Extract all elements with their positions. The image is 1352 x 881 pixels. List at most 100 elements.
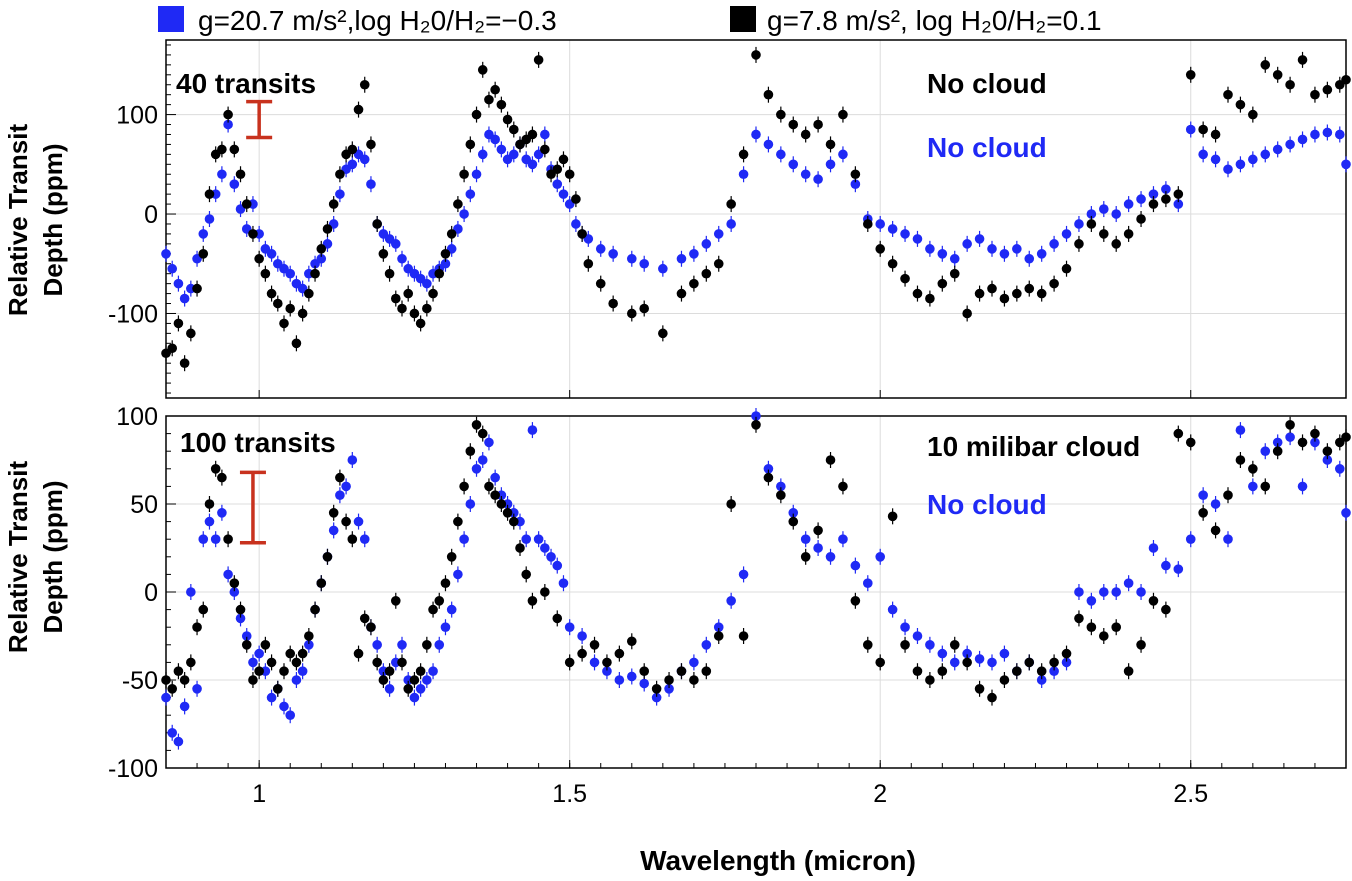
data-point-blue — [198, 229, 209, 239]
data-point-blue — [328, 525, 339, 536]
data-point-blue — [564, 622, 575, 632]
data-point-blue — [1086, 209, 1097, 219]
data-point-black — [974, 684, 985, 694]
data-point-black — [564, 657, 575, 668]
data-point-black — [415, 666, 426, 676]
data-point-black — [366, 622, 376, 632]
data-point-blue — [173, 278, 184, 289]
data-point-black — [1185, 437, 1196, 448]
data-point-black — [583, 258, 594, 269]
data-point-black — [477, 428, 488, 439]
data-point-black — [738, 631, 749, 641]
data-point-black — [850, 169, 861, 180]
data-point-black — [1111, 622, 1122, 632]
data-point-black — [204, 499, 215, 509]
data-point-blue — [465, 499, 476, 509]
data-point-blue — [359, 154, 370, 165]
data-point-black — [285, 648, 296, 659]
data-point-black — [272, 298, 283, 309]
data-point-black — [1136, 214, 1146, 224]
data-point-black — [322, 224, 333, 234]
data-point-blue — [1024, 253, 1035, 264]
data-point-blue — [1310, 129, 1320, 140]
data-point-black — [372, 219, 382, 229]
data-point-blue — [1173, 199, 1184, 209]
data-point-black — [1248, 464, 1258, 474]
data-point-black — [887, 511, 898, 522]
data-point-black — [987, 692, 997, 703]
data-point-black — [558, 154, 569, 165]
data-point-black — [210, 464, 221, 474]
data-point-black — [676, 288, 687, 299]
data-point-blue — [1036, 249, 1047, 259]
data-point-blue — [925, 244, 935, 254]
data-point-black — [1049, 657, 1059, 668]
data-point-blue — [558, 189, 569, 199]
data-point-black — [285, 303, 296, 314]
data-point-black — [614, 648, 625, 659]
x-tick-label: 2 — [873, 780, 887, 808]
legend-swatch-blue — [158, 6, 184, 32]
data-point-black — [800, 552, 811, 562]
data-point-blue — [254, 648, 264, 659]
y-tick-label: 0 — [144, 579, 158, 607]
data-point-black — [552, 613, 563, 624]
data-point-black — [173, 666, 184, 676]
data-point-black — [763, 472, 774, 483]
data-point-blue — [217, 508, 227, 518]
data-point-blue — [825, 159, 836, 170]
data-point-black — [229, 578, 240, 588]
data-point-blue — [409, 692, 420, 703]
data-point-black — [353, 648, 364, 659]
data-point-black — [788, 516, 799, 527]
data-point-blue — [285, 710, 296, 720]
data-point-black — [502, 114, 513, 125]
data-point-black — [192, 283, 202, 294]
data-point-blue — [198, 534, 209, 544]
data-point-black — [1235, 99, 1246, 110]
data-point-blue — [751, 411, 761, 421]
data-point-blue — [602, 666, 612, 676]
data-point-blue — [1036, 675, 1047, 685]
data-point-blue — [1260, 149, 1271, 160]
data-point-black — [1210, 525, 1221, 536]
data-point-blue — [825, 552, 836, 562]
data-point-black — [515, 543, 525, 553]
data-point-black — [639, 666, 650, 676]
data-point-blue — [304, 640, 314, 650]
y-tick-label: 50 — [130, 491, 158, 519]
data-point-black — [689, 278, 699, 289]
data-point-blue — [508, 149, 519, 160]
legend-swatch-black — [730, 6, 756, 32]
data-point-black — [366, 139, 376, 150]
data-point-black — [403, 288, 414, 299]
y-tick-label: -100 — [108, 300, 158, 328]
data-point-black — [304, 631, 314, 641]
data-point-black — [1136, 640, 1146, 650]
data-point-black — [279, 666, 289, 676]
data-point-black — [229, 144, 240, 155]
data-point-blue — [887, 224, 898, 234]
data-point-blue — [974, 654, 985, 664]
data-point-black — [434, 268, 445, 279]
data-point-blue — [1061, 657, 1072, 668]
data-point-black — [1161, 604, 1171, 615]
data-point-blue — [1322, 127, 1333, 138]
data-point-blue — [397, 640, 407, 650]
data-point-blue — [192, 684, 202, 694]
y-axis-title-top-line1: Relative Transit — [3, 124, 33, 317]
data-point-black — [1198, 508, 1208, 518]
data-point-blue — [838, 534, 848, 544]
data-point-blue — [546, 552, 556, 562]
data-point-black — [1341, 74, 1351, 85]
data-point-black — [1012, 288, 1022, 299]
legend: g=20.7 m/s²,log H₂0/H₂=−0.3 g=7.8 m/s², … — [158, 5, 1102, 36]
data-point-black — [949, 640, 960, 650]
data-point-blue — [477, 149, 488, 160]
y-ticks-top: 100 0 -100 — [108, 44, 1192, 398]
data-point-blue — [521, 534, 532, 544]
data-point-black — [1260, 481, 1271, 492]
data-point-black — [235, 169, 246, 180]
data-point-black — [409, 308, 420, 319]
data-point-black — [763, 89, 774, 100]
